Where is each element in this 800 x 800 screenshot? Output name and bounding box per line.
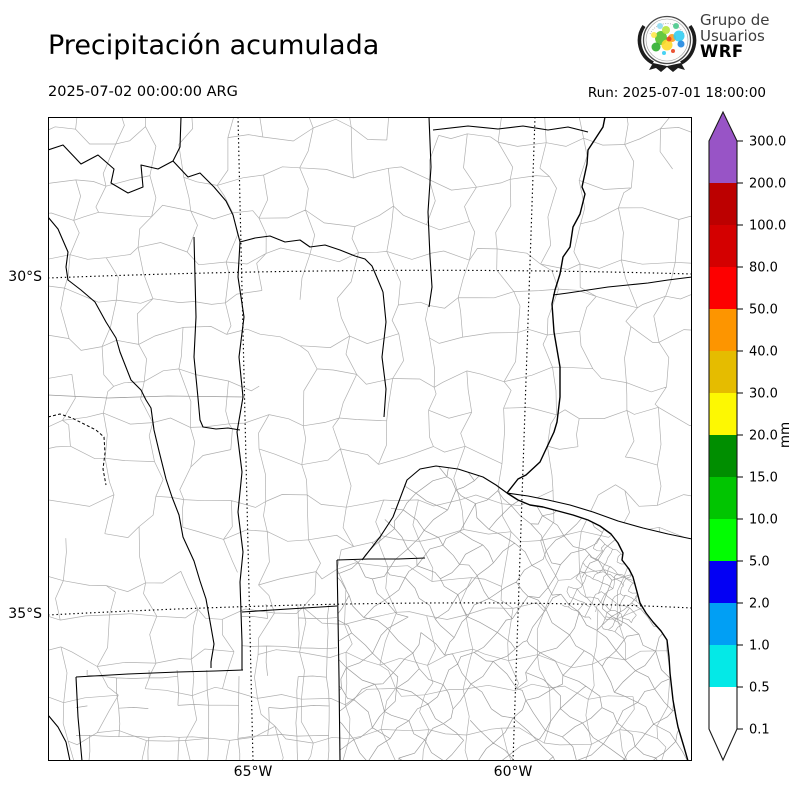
colorbar: 300.0 200.0 100.0 80.0 50.0 40.0 30.0 20.0 15.0 1… <box>708 110 793 762</box>
logo-line-3: WRF <box>700 42 744 61</box>
colorbar-segment <box>709 267 737 309</box>
map-plot <box>48 117 692 761</box>
xtick-60w: 60°W <box>493 764 533 780</box>
colorbar-tick-label: 2.0 <box>749 597 770 612</box>
xtick-65w: 65°W <box>233 764 273 780</box>
colorbar-segment <box>709 183 737 225</box>
colorbar-tick-label: 300.0 <box>749 135 786 150</box>
ytick-35s: 35°S <box>8 606 42 622</box>
colorbar-tick-label: 5.0 <box>749 555 770 570</box>
colorbar-extend-arrow <box>709 112 737 141</box>
colorbar-tick-label: 100.0 <box>749 219 786 234</box>
colorbar-segment <box>709 603 737 645</box>
colorbar-tick-label: 1.0 <box>749 639 770 654</box>
colorbar-tick-label: 40.0 <box>749 345 778 360</box>
meridian-65w-line <box>237 117 254 761</box>
colorbar-tick-label: 20.0 <box>749 429 778 444</box>
colorbar-tick-label: 200.0 <box>749 177 786 192</box>
department-boundaries-mesh <box>48 117 692 761</box>
logo-line-1: Grupo de <box>700 11 770 29</box>
colorbar-tick-label: 0.5 <box>749 681 770 696</box>
secondary-borders <box>48 394 246 399</box>
colorbar-tick-label: 50.0 <box>749 303 778 318</box>
colorbar-extend-arrow <box>709 729 737 760</box>
province-borders <box>48 117 692 761</box>
colorbar-tick-label: 10.0 <box>749 513 778 528</box>
logo-line-2: Usuarios <box>700 27 765 45</box>
colorbar-segment <box>709 435 737 477</box>
graticule <box>48 117 692 761</box>
colorbar-segment <box>709 393 737 435</box>
colorbar-unit-label: mm <box>777 422 793 448</box>
colorbar-tick-label: 15.0 <box>749 471 778 486</box>
buenos-aires-partidos-mesh <box>337 466 688 761</box>
colorbar-ticks: 300.0 200.0 100.0 80.0 50.0 40.0 30.0 20.0 15.0 1… <box>737 135 786 738</box>
wrf-logo-text: Grupo de Usuarios WRF <box>700 12 770 60</box>
colorbar-tick-label: 0.1 <box>749 723 770 738</box>
colorbar-cells <box>708 110 738 762</box>
colorbar-segment <box>709 309 737 351</box>
run-time-label: Run: 2025-07-01 18:00:00 <box>587 85 766 101</box>
ytick-30s: 30°S <box>8 269 42 285</box>
map-canvas <box>48 117 692 761</box>
parallel-35s-line <box>48 602 692 616</box>
colorbar-segment <box>709 351 737 393</box>
valid-time-label: 2025-07-02 00:00:00 ARG <box>48 84 238 100</box>
page-title: Precipitación acumulada <box>48 30 380 61</box>
colorbar-tick-label: 80.0 <box>749 261 778 276</box>
colorbar-segment <box>709 225 737 267</box>
colorbar-segment <box>709 477 737 519</box>
colorbar-segment <box>709 141 737 183</box>
parallel-30s-line <box>48 269 692 279</box>
wrf-logo: Grupo de Usuarios WRF <box>636 8 796 74</box>
colorbar-tick-label: 30.0 <box>749 387 778 402</box>
map-frame <box>48 117 692 761</box>
colorbar-segment <box>709 519 737 561</box>
colorbar-segment <box>709 645 737 687</box>
ocean-area <box>507 493 692 761</box>
colorbar-segment <box>709 561 737 603</box>
wrf-logo-emblem-icon <box>637 15 697 72</box>
colorbar-segment <box>709 687 737 729</box>
